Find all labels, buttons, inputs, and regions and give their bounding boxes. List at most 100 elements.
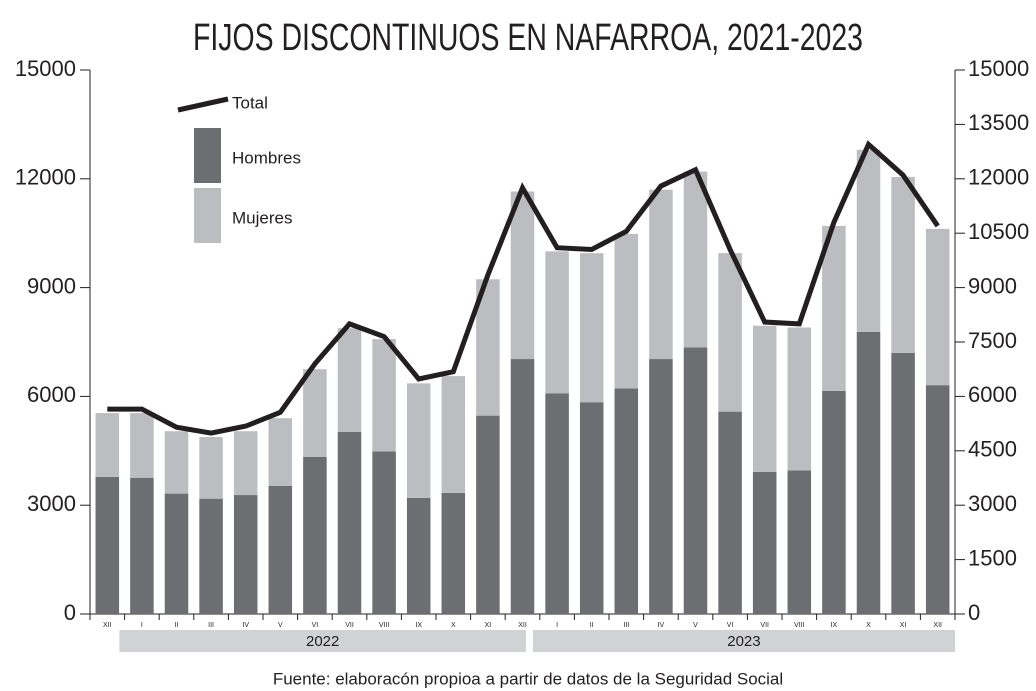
bar-segment (683, 347, 708, 614)
x-tick-label: IX (415, 622, 422, 629)
y2-tick-label: 15000 (968, 56, 1029, 81)
y-tick-label: 12000 (15, 165, 76, 190)
legend-swatch (194, 128, 221, 183)
bar-segment (95, 476, 120, 614)
y2-tick-label: 9000 (968, 273, 1017, 298)
bar-segment (683, 171, 708, 348)
legend-label: Hombres (232, 148, 301, 167)
bar-segment (164, 431, 189, 494)
x-tick-label: V (693, 622, 698, 629)
bar-segment (510, 359, 535, 614)
bar-segment (822, 225, 846, 391)
bar-segment (337, 431, 362, 614)
x-tick-label: X (451, 622, 456, 629)
y-tick-label: 15000 (15, 56, 76, 81)
bar-segment (787, 327, 812, 471)
bar-segment (891, 352, 915, 614)
x-tick-label: II (175, 622, 179, 629)
y2-tick-label: 12000 (968, 165, 1029, 190)
bar-segment (199, 498, 223, 614)
bar-segment (303, 456, 327, 614)
total-line (107, 140, 940, 436)
bar-segment (95, 413, 120, 477)
bar-segment (614, 388, 639, 614)
bar-segment (545, 251, 569, 394)
bar-segment (130, 413, 154, 478)
year-band (119, 630, 526, 652)
chart-title: FIJOS DISCONTINUOS EN NAFARROA, 2021-202… (193, 17, 863, 59)
bar-segment (787, 470, 812, 614)
x-tick-label: VIII (794, 622, 805, 629)
bar-segment (372, 451, 396, 614)
x-tick-label: VII (345, 622, 354, 629)
bar-segment (856, 149, 881, 332)
x-tick-label: I (141, 622, 143, 629)
source-note: Fuente: elaboracón propioa a partir de d… (273, 669, 783, 688)
legend-swatch (194, 188, 221, 243)
bar-segment (822, 390, 846, 614)
y2-tick-label: 0 (968, 600, 980, 625)
legend-line (177, 96, 229, 113)
bar-segment (372, 339, 396, 452)
x-tick-label: XI (485, 622, 492, 629)
bar-segment (406, 383, 431, 498)
bar-segment (891, 176, 915, 353)
y2-tick-label: 4500 (968, 437, 1017, 462)
bar-segment (476, 415, 500, 614)
x-tick-label: I (556, 622, 558, 629)
x-tick-label: XII (518, 622, 527, 629)
x-tick-label: III (623, 622, 629, 629)
bar-segment (614, 233, 639, 389)
bar-segment (130, 478, 154, 614)
bar-segment (268, 485, 293, 614)
bar-segment (649, 189, 673, 360)
x-tick-label: IV (658, 622, 665, 629)
bar-segment (856, 331, 881, 614)
y2-tick-label: 7500 (968, 328, 1017, 353)
bar-segment (579, 253, 604, 403)
x-tick-label: IV (242, 622, 249, 629)
x-tick-label: VI (312, 622, 319, 629)
y2-tick-label: 13500 (968, 110, 1029, 135)
bar-segment (510, 191, 535, 360)
bar-segment (718, 253, 742, 412)
bar-segment (164, 493, 189, 614)
year-band (532, 630, 955, 652)
x-tick-label: X (866, 622, 871, 629)
bar-segment (233, 431, 258, 496)
x-tick-label: II (590, 622, 594, 629)
bar-segment (925, 228, 950, 386)
x-tick-label: VII (760, 622, 769, 629)
legend-label: Mujeres (232, 208, 292, 227)
y-tick-label: 9000 (27, 273, 76, 298)
y2-tick-label: 6000 (968, 382, 1017, 407)
bar-segment (406, 497, 431, 614)
x-tick-label: VIII (379, 622, 390, 629)
x-tick-label: III (208, 622, 214, 629)
y-tick-label: 6000 (27, 382, 76, 407)
bar-segment (303, 369, 327, 457)
y2-tick-label: 10500 (968, 219, 1029, 244)
bar-segment (233, 495, 258, 614)
bar-segment (441, 376, 466, 493)
y2-tick-label: 1500 (968, 545, 1017, 570)
year-label: 2022 (306, 633, 339, 650)
bar-segment (752, 325, 777, 472)
bar-segment (925, 385, 950, 614)
bar-segment (268, 418, 293, 486)
bar-segment (579, 402, 604, 614)
bar-segment (545, 393, 569, 614)
bar-segment (337, 328, 362, 432)
bar-segment (649, 359, 673, 614)
y-tick-label: 3000 (27, 491, 76, 516)
bar-segment (199, 437, 223, 499)
y-tick-label: 0 (64, 600, 76, 625)
x-tick-label: IX (831, 622, 838, 629)
bar-segment (752, 471, 777, 614)
bar-segment (441, 492, 466, 614)
x-tick-label: V (278, 622, 283, 629)
bar-segment (476, 279, 500, 416)
x-tick-label: XII (933, 622, 942, 629)
y2-tick-label: 3000 (968, 491, 1017, 516)
